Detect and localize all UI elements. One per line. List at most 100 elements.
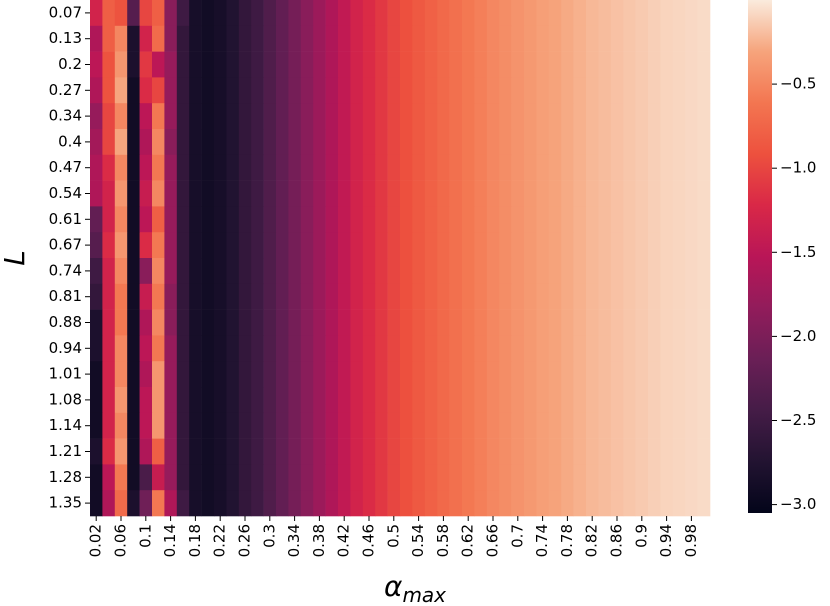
heatmap-cell [573, 309, 587, 336]
heatmap-cell [189, 25, 202, 52]
heatmap-cell [152, 283, 165, 310]
heatmap-cell [400, 232, 413, 259]
heatmap-cell [437, 283, 450, 310]
heatmap-cell [412, 464, 426, 491]
heatmap-cell [462, 154, 475, 181]
heatmap-cell [424, 206, 438, 233]
heatmap-cell [697, 490, 711, 517]
heatmap-cell [486, 129, 500, 156]
heatmap-cell [499, 283, 512, 310]
heatmap-cell [511, 361, 525, 388]
heatmap-cell [573, 232, 587, 259]
heatmap-cell [114, 51, 128, 78]
heatmap-cell [152, 361, 165, 388]
heatmap-cell [325, 335, 339, 362]
heatmap-cell [189, 361, 202, 388]
heatmap-cell [672, 77, 686, 104]
heatmap-cell [437, 387, 450, 414]
heatmap-cell [325, 206, 339, 233]
heatmap-cell [127, 258, 140, 285]
heatmap-cell [127, 77, 140, 104]
heatmap-cell [462, 387, 475, 414]
heatmap-cell [536, 103, 550, 130]
heatmap-cell [648, 129, 661, 156]
heatmap-cell [251, 335, 264, 362]
heatmap-cell [226, 0, 240, 27]
heatmap-cell [325, 283, 339, 310]
heatmap-cell [400, 464, 413, 491]
x-axis-label: αmax [384, 570, 446, 606]
heatmap-cell [524, 0, 537, 27]
heatmap-cell [660, 77, 674, 104]
heatmap-cell [610, 103, 624, 130]
heatmap-cell [412, 283, 426, 310]
heatmap-cell [90, 232, 103, 259]
heatmap-cell [189, 335, 202, 362]
y-tick-label: 0.07 [49, 3, 82, 21]
heatmap-cell [586, 25, 599, 52]
heatmap-cell [276, 412, 289, 439]
heatmap-cell [648, 464, 661, 491]
heatmap-cell [375, 490, 388, 517]
heatmap-cell [90, 180, 103, 207]
heatmap-cell [350, 51, 364, 78]
heatmap-cell [139, 258, 153, 285]
heatmap-cell [462, 129, 475, 156]
heatmap-cell [474, 180, 488, 207]
heatmap-cell [102, 490, 116, 517]
heatmap-cell [276, 0, 289, 27]
x-tick-label: 0.02 [87, 524, 105, 557]
heatmap-cell [139, 335, 153, 362]
heatmap-cell [586, 154, 599, 181]
heatmap-cell [437, 258, 450, 285]
heatmap-cell [238, 154, 252, 181]
heatmap-cell [598, 25, 612, 52]
heatmap-cell [263, 0, 277, 27]
heatmap-cell [189, 154, 202, 181]
heatmap-cell [573, 464, 587, 491]
heatmap-cell [127, 335, 140, 362]
heatmap-cell [176, 154, 190, 181]
heatmap-cell [499, 103, 512, 130]
heatmap-cell [300, 180, 314, 207]
heatmap-cell [635, 490, 649, 517]
heatmap-cell [672, 283, 686, 310]
heatmap-cell [127, 412, 140, 439]
heatmap-cell [610, 25, 624, 52]
heatmap-cell [226, 103, 240, 130]
heatmap-cell [697, 206, 711, 233]
heatmap-cell [573, 335, 587, 362]
heatmap-cell [387, 180, 401, 207]
heatmap-cell [573, 25, 587, 52]
heatmap-cell [362, 0, 376, 27]
heatmap-cell [400, 438, 413, 465]
heatmap-cell [338, 51, 351, 78]
heatmap-cell [524, 206, 537, 233]
heatmap-cell [350, 180, 364, 207]
heatmap-cell [635, 283, 649, 310]
heatmap-cell [362, 412, 376, 439]
heatmap-cell [288, 490, 302, 517]
heatmap-cell [449, 206, 463, 233]
heatmap-cell [449, 25, 463, 52]
heatmap-cell [672, 232, 686, 259]
heatmap-cell [548, 283, 562, 310]
heatmap-cell [90, 335, 103, 362]
heatmap-cell [685, 0, 698, 27]
heatmap-cell [276, 335, 289, 362]
heatmap-cell [648, 0, 661, 27]
heatmap-cell [660, 180, 674, 207]
heatmap-cell [610, 51, 624, 78]
heatmap-cell [474, 103, 488, 130]
heatmap-cell [697, 464, 711, 491]
heatmap-cell [400, 25, 413, 52]
heatmap-cell [672, 0, 686, 27]
heatmap-cell [598, 361, 612, 388]
heatmap-cell [288, 0, 302, 27]
heatmap-cell [176, 490, 190, 517]
heatmap-cell [127, 25, 140, 52]
heatmap-cell [325, 103, 339, 130]
heatmap-cell [325, 309, 339, 336]
heatmap-cell [697, 309, 711, 336]
heatmap-cell [338, 335, 351, 362]
